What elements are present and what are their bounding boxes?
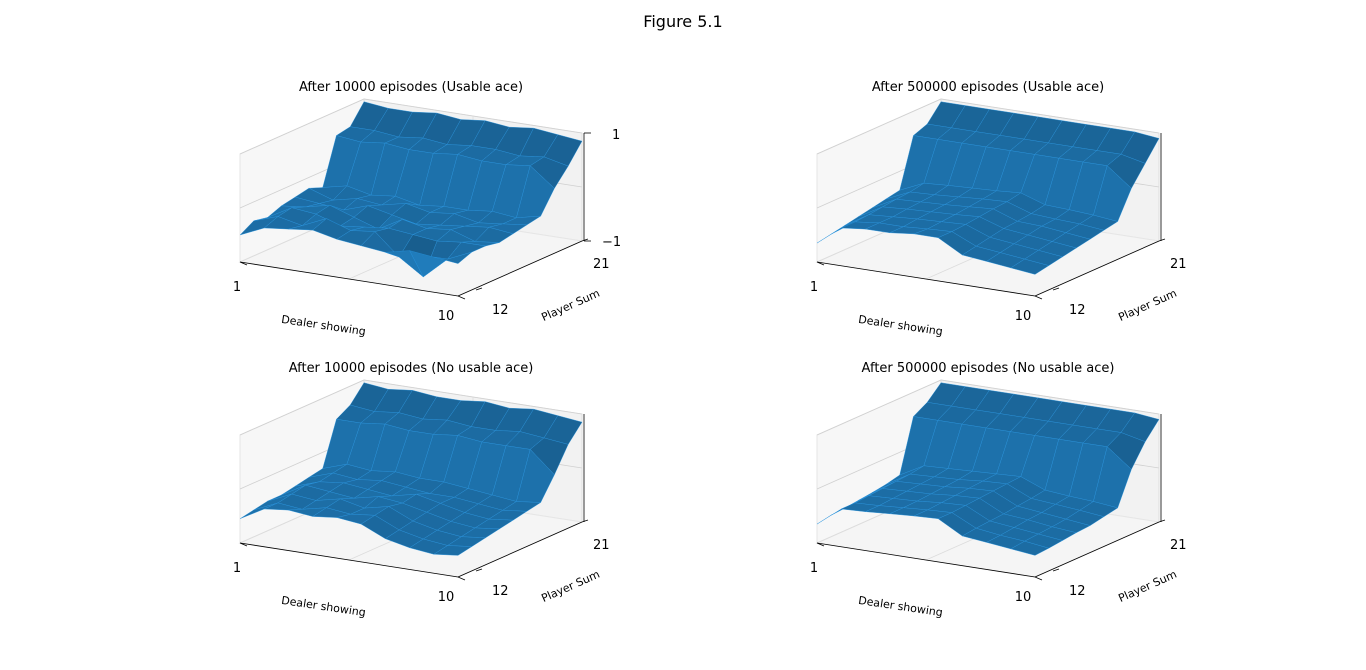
subplot-3: 1 10 12 21 Dealer showing Player Sum After 100…: [233, 361, 610, 619]
x-axis-label: Dealer showing: [857, 313, 943, 338]
x-tick: [816, 261, 825, 266]
x-axis-line: [816, 542, 1036, 578]
grid-line: [239, 98, 365, 155]
y-tick-label: 12: [492, 584, 509, 599]
subplot-grid: 1 10 12 21 1 −1 Dealer showing Player Sum After …: [233, 80, 1187, 619]
y-tick-label: 21: [1170, 538, 1187, 553]
x-tick-label: 10: [1015, 590, 1032, 605]
y-tick: [1052, 568, 1060, 572]
y-tick-label: 21: [593, 257, 610, 272]
grid-line: [816, 379, 942, 436]
y-axis-label: Player Sum: [539, 287, 601, 324]
x-axis-line: [816, 261, 1036, 297]
y-tick: [475, 568, 483, 572]
y-tick-label: 12: [1069, 303, 1086, 318]
y-tick: [1158, 238, 1166, 242]
surface-cell: [1010, 541, 1050, 556]
x-tick-label: 1: [810, 280, 818, 295]
subplot-title: After 10000 episodes (No usable ace): [289, 361, 534, 376]
subplot-title: After 10000 episodes (Usable ace): [299, 80, 523, 95]
y-axis-label: Player Sum: [539, 568, 601, 605]
y-tick-label: 21: [1170, 257, 1187, 272]
x-tick: [457, 295, 466, 300]
y-tick: [581, 519, 589, 523]
y-tick: [1052, 287, 1060, 291]
subplot-1: 1 10 12 21 1 −1 Dealer showing Player Sum After …: [233, 80, 621, 338]
x-tick: [1034, 295, 1043, 300]
y-axis-line: [1034, 521, 1160, 578]
x-tick-label: 1: [810, 561, 818, 576]
subplot-title: After 500000 episodes (Usable ace): [872, 80, 1104, 95]
z-tick-label: −1: [602, 235, 621, 250]
z-tick-label: 1: [612, 128, 620, 143]
x-axis-label: Dealer showing: [280, 594, 366, 619]
y-tick-label: 12: [492, 303, 509, 318]
y-tick: [475, 287, 483, 291]
y-tick: [1158, 519, 1166, 523]
subplot-4: 1 10 12 21 Dealer showing Player Sum After 500…: [810, 361, 1187, 619]
y-tick-label: 21: [593, 538, 610, 553]
x-tick-label: 10: [438, 590, 455, 605]
x-axis-line: [239, 261, 459, 297]
y-axis-label: Player Sum: [1116, 287, 1178, 324]
x-axis-line: [239, 542, 459, 578]
x-tick-label: 10: [438, 309, 455, 324]
y-axis-line: [457, 521, 583, 578]
grid-line: [239, 379, 365, 436]
subplot-2: 1 10 12 21 Dealer showing Player Sum After 500…: [810, 80, 1187, 338]
x-axis-label: Dealer showing: [857, 594, 943, 619]
x-tick-label: 1: [233, 280, 241, 295]
y-axis-line: [1034, 240, 1160, 297]
x-tick: [816, 542, 825, 547]
x-axis-label: Dealer showing: [280, 313, 366, 338]
y-tick-label: 12: [1069, 584, 1086, 599]
x-tick-label: 10: [1015, 309, 1032, 324]
x-tick: [239, 261, 248, 266]
surface-cell: [433, 251, 472, 264]
subplot-title: After 500000 episodes (No usable ace): [862, 361, 1115, 376]
y-axis-label: Player Sum: [1116, 568, 1178, 605]
surface-cell: [433, 545, 473, 556]
grid-line: [816, 98, 942, 155]
y-axis-line: [457, 240, 583, 297]
x-tick: [457, 576, 466, 581]
x-tick: [1034, 576, 1043, 581]
surface-cell: [1010, 258, 1050, 275]
figure-title: Figure 5.1: [643, 12, 722, 31]
x-tick-label: 1: [233, 561, 241, 576]
x-tick: [239, 542, 248, 547]
y-tick: [581, 238, 589, 242]
